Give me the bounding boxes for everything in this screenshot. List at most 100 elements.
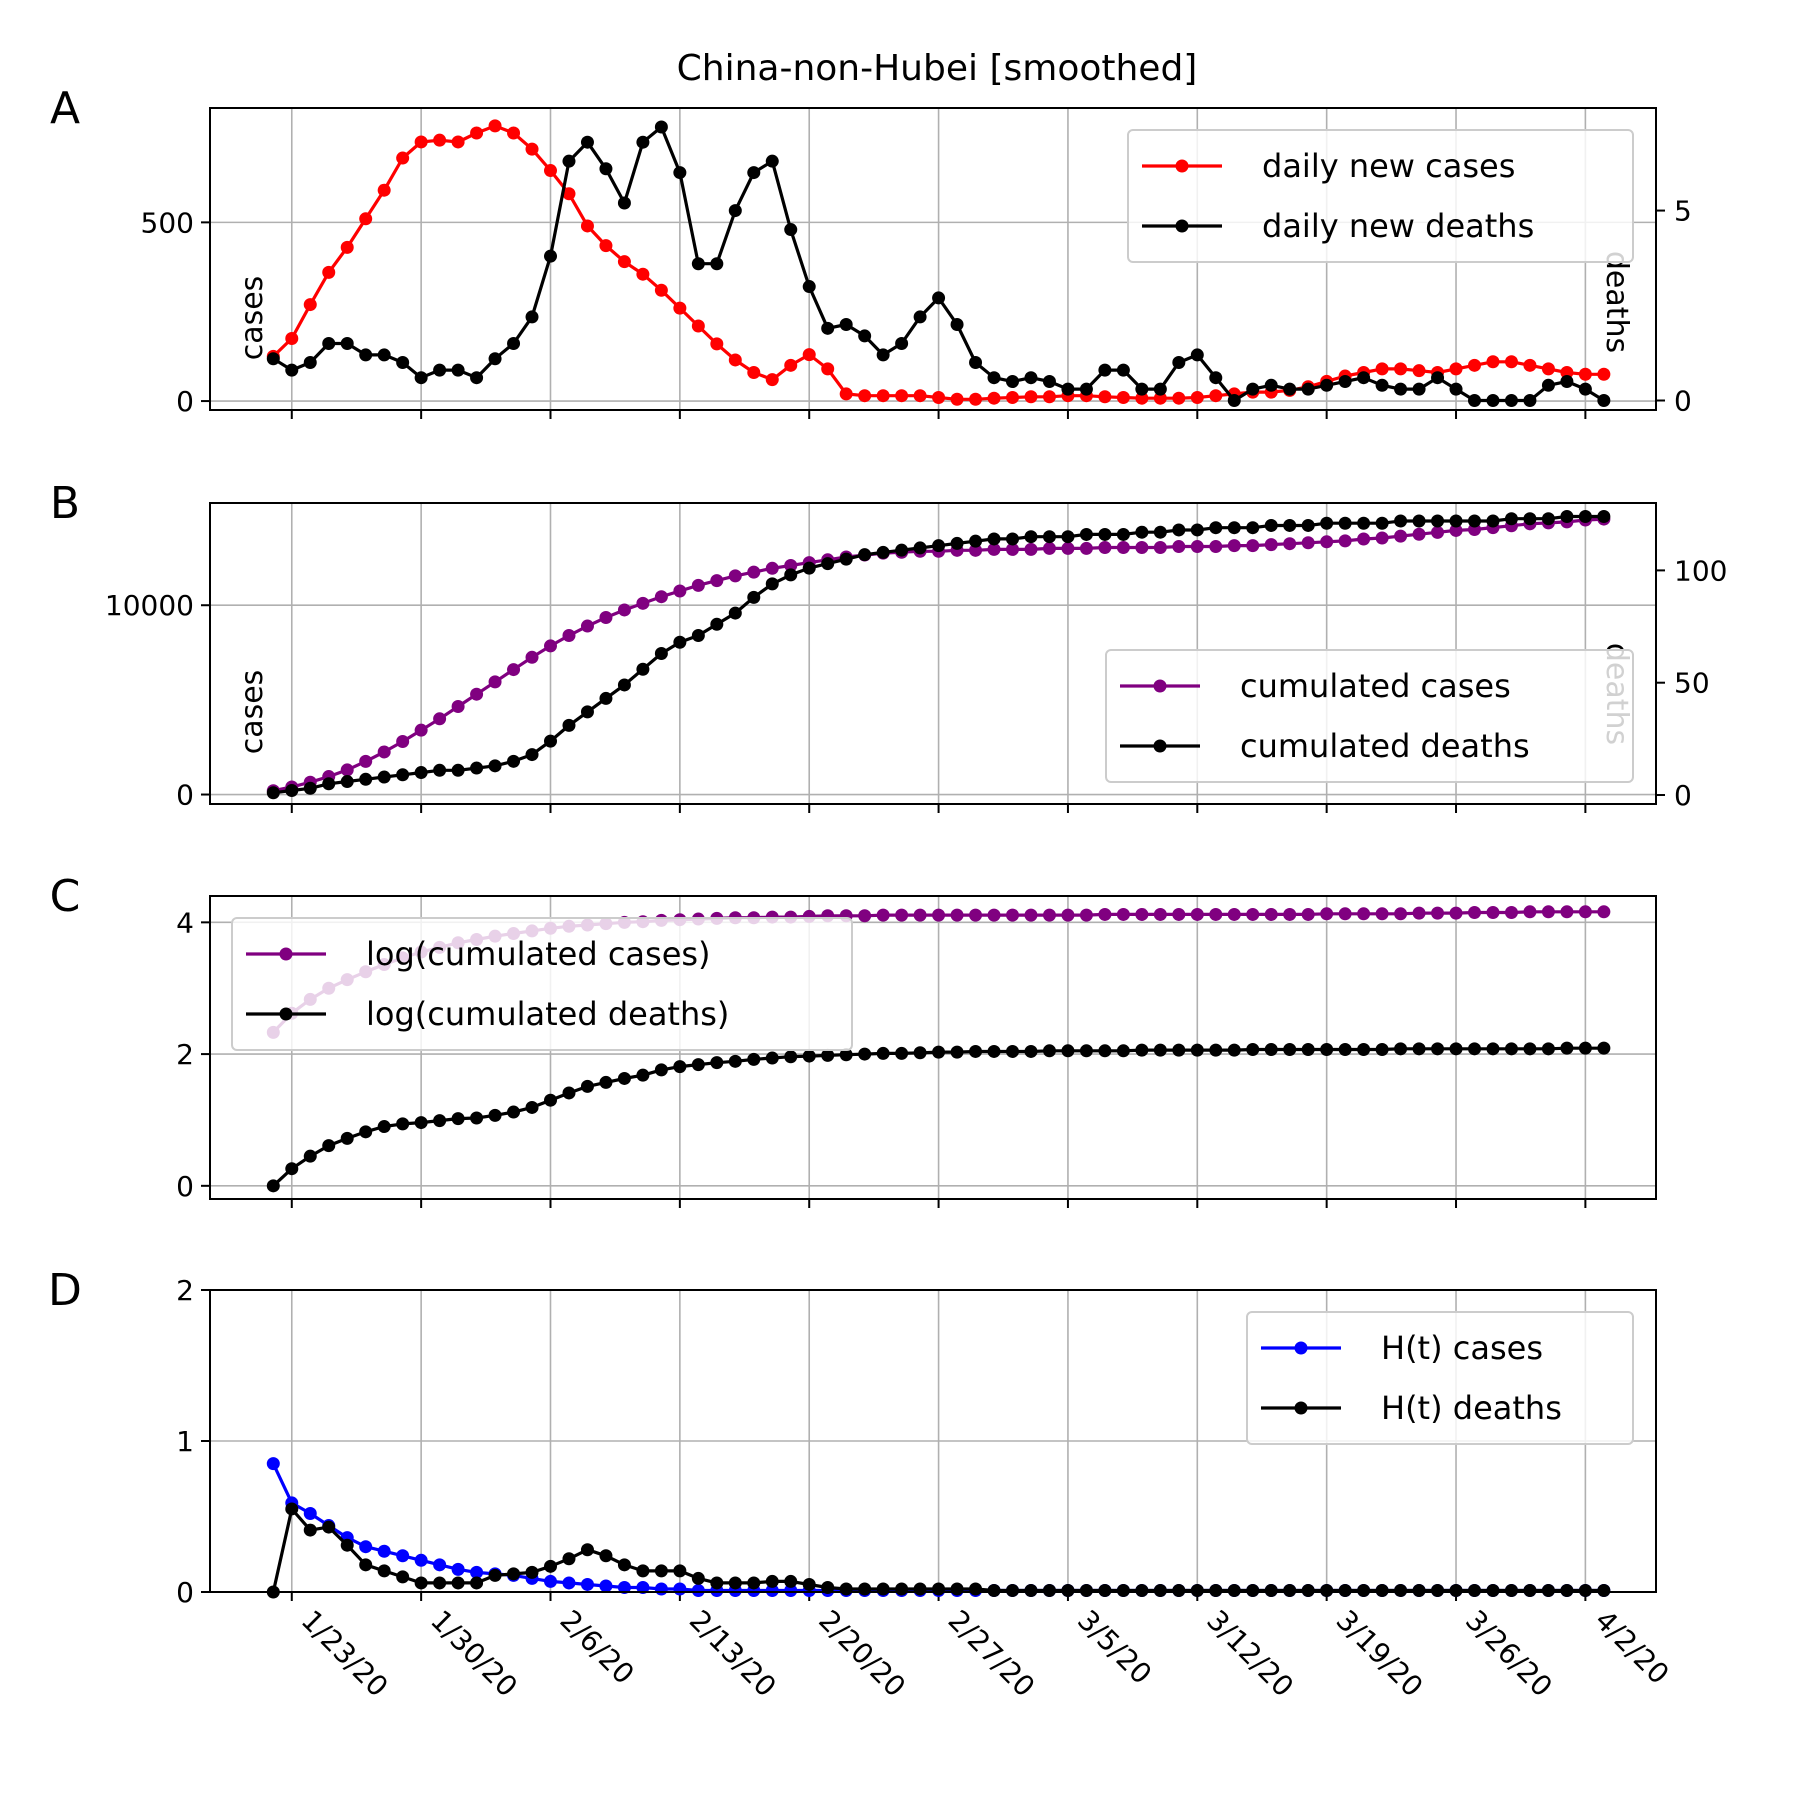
data-point [1098, 363, 1112, 377]
data-point [1061, 1044, 1075, 1058]
data-point [1394, 907, 1408, 921]
data-point [784, 1583, 798, 1597]
data-point [932, 1045, 946, 1059]
y-tick-label: 500 [141, 206, 194, 239]
data-point [987, 908, 1001, 922]
data-point [969, 534, 983, 548]
data-point [1172, 356, 1186, 370]
legend-marker [1153, 679, 1167, 693]
data-point [1560, 509, 1574, 523]
data-point [673, 1582, 687, 1596]
data-point [1431, 371, 1445, 385]
data-point [802, 1049, 816, 1063]
data-point [1042, 530, 1056, 544]
data-point [303, 781, 317, 795]
data-point [950, 392, 964, 406]
data-point [396, 1117, 410, 1131]
data-point [1135, 1043, 1149, 1057]
data-point [1431, 906, 1445, 920]
data-point [1486, 394, 1500, 408]
data-point [1061, 908, 1075, 922]
data-point [1578, 367, 1592, 381]
data-point [765, 1574, 779, 1588]
data-point [673, 1564, 687, 1578]
data-point [433, 133, 447, 147]
data-point [544, 1574, 557, 1588]
data-point [617, 1558, 631, 1572]
data-point [765, 577, 779, 591]
data-point [562, 187, 576, 201]
data-point [1116, 363, 1130, 377]
data-point [1153, 907, 1167, 921]
y-tick-label: 0 [176, 1170, 194, 1203]
data-point [377, 1544, 391, 1558]
data-point [488, 675, 502, 689]
data-point [1209, 371, 1223, 385]
y-right-tick-label: 100 [1674, 554, 1727, 587]
data-point [285, 1502, 299, 1516]
legend-box [1127, 129, 1634, 263]
data-point [1394, 382, 1408, 396]
data-point [266, 786, 280, 800]
data-point [1578, 905, 1592, 919]
data-point [599, 691, 613, 705]
data-point [1541, 362, 1555, 376]
data-point [1172, 540, 1186, 554]
data-point [562, 1576, 576, 1590]
data-point [470, 1111, 484, 1125]
data-point [1597, 905, 1611, 919]
data-point [1412, 1583, 1426, 1597]
data-point [1209, 389, 1223, 403]
data-point [784, 223, 798, 237]
data-point [691, 629, 705, 643]
data-point [599, 1549, 613, 1563]
data-point [1578, 1041, 1592, 1055]
data-point [1597, 1041, 1611, 1055]
data-point [1079, 908, 1093, 922]
data-point [895, 337, 909, 351]
legend-marker [279, 947, 293, 961]
data-point [950, 1582, 964, 1596]
data-point [266, 1457, 280, 1471]
data-point [617, 603, 631, 617]
data-point [1375, 907, 1389, 921]
data-point [969, 543, 983, 557]
data-point [1042, 375, 1056, 389]
data-point [932, 908, 946, 922]
data-point [377, 1564, 391, 1578]
data-point [1320, 1583, 1334, 1597]
data-point [359, 212, 373, 226]
data-point [1357, 1042, 1371, 1056]
data-point [913, 1582, 927, 1596]
data-point [1042, 1044, 1056, 1058]
data-point [1523, 512, 1537, 526]
data-point [285, 332, 299, 346]
data-point [1375, 516, 1389, 530]
data-point [470, 1565, 484, 1579]
data-point [1153, 1583, 1167, 1597]
data-point [1153, 391, 1167, 405]
data-point [433, 1558, 447, 1572]
legend-label: H(t) deaths [1381, 1389, 1562, 1427]
legend-marker [1294, 1341, 1308, 1355]
y-right-tick-label: 50 [1674, 667, 1710, 700]
data-point [1449, 1042, 1463, 1056]
data-point [396, 356, 410, 370]
data-point [1375, 1583, 1389, 1597]
data-point [1042, 541, 1056, 555]
data-point [654, 1564, 668, 1578]
data-point [1412, 906, 1426, 920]
data-point [654, 120, 668, 134]
y-tick-label: 10000 [105, 589, 194, 622]
data-point [728, 353, 742, 367]
data-point [987, 532, 1001, 546]
data-point [377, 1120, 391, 1134]
data-point [1486, 905, 1500, 919]
data-point [525, 310, 539, 324]
data-point [1468, 1583, 1481, 1597]
legend-label: cumulated deaths [1240, 727, 1530, 765]
data-point [433, 712, 447, 726]
data-point [728, 569, 742, 583]
